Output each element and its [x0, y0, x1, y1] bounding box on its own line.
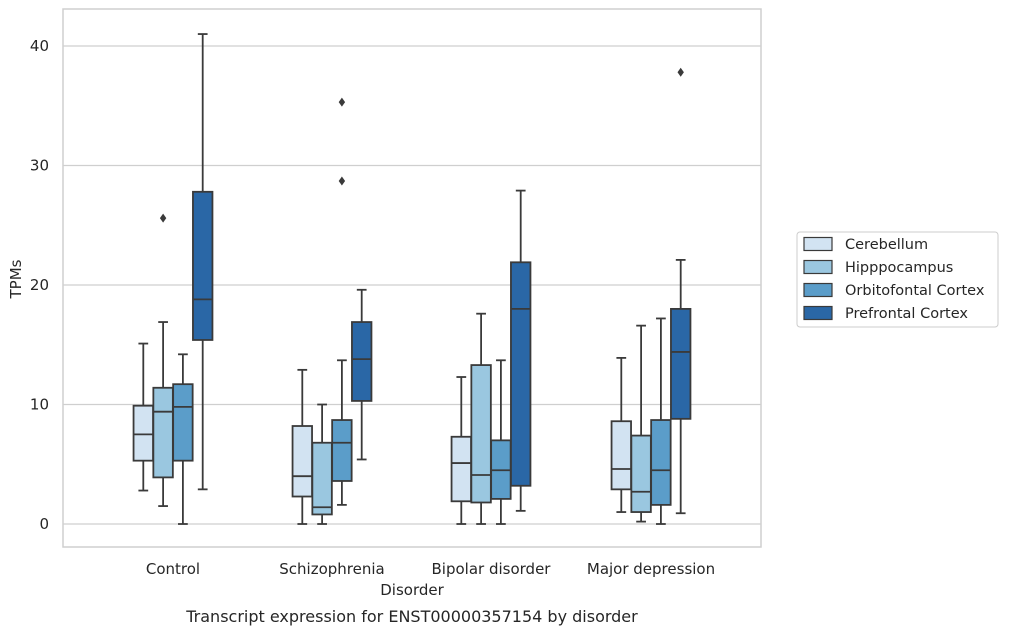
box-hipppocampus — [470, 312, 492, 525]
outlier-point — [338, 97, 346, 107]
legend: Cerebellum Hipppocampus Orbitofontal Corte… — [796, 231, 999, 328]
box-cerebellum — [291, 368, 313, 525]
legend-frame — [796, 231, 999, 328]
plot-frame — [62, 8, 762, 548]
box-prefrontal-cortex — [670, 67, 692, 515]
x-tick-label: Schizophrenia — [279, 560, 384, 578]
box-iqr — [192, 190, 214, 341]
legend-swatch — [803, 236, 833, 252]
box-orbitofontal-cortex — [650, 317, 672, 525]
box-iqr — [132, 404, 154, 462]
box-iqr — [331, 419, 353, 482]
box-iqr — [172, 383, 194, 462]
y-tick-label: 40 — [30, 37, 49, 55]
legend-item: Orbitofontal Cortex — [803, 282, 985, 299]
box-cerebellum — [610, 356, 632, 513]
outlier-point — [159, 213, 167, 223]
box-prefrontal-cortex — [192, 33, 214, 491]
outlier-point — [338, 176, 346, 186]
legend-label: Cerebellum — [845, 237, 928, 253]
box-iqr — [470, 364, 492, 504]
y-tick-label: 30 — [30, 157, 49, 175]
box-iqr — [152, 386, 174, 479]
box-hipppocampus — [152, 213, 174, 507]
x-tick-label: Control — [146, 560, 200, 578]
plot-area — [132, 33, 692, 525]
legend-item: Cerebellum — [803, 236, 928, 253]
chart-caption: Transcript expression for ENST0000035715… — [185, 607, 638, 626]
legend-item: Prefrontal Cortex — [803, 305, 968, 322]
box-iqr — [510, 261, 532, 487]
legend-swatch — [803, 282, 833, 298]
box-hipppocampus — [311, 403, 333, 525]
box-prefrontal-cortex — [351, 288, 373, 461]
box-iqr — [311, 441, 333, 516]
box-iqr — [650, 419, 672, 506]
y-axis-title: TPMs — [7, 259, 25, 299]
outlier-point — [677, 67, 684, 77]
box-iqr — [351, 321, 373, 402]
box-iqr — [450, 435, 472, 503]
box-orbitofontal-cortex — [331, 97, 353, 506]
x-tick-label: Bipolar disorder — [432, 560, 552, 578]
x-axis-title: Disorder — [380, 581, 444, 599]
box-iqr — [291, 425, 313, 498]
box-orbitofontal-cortex — [172, 353, 194, 525]
box-hipppocampus — [630, 324, 652, 523]
box-cerebellum — [132, 342, 154, 492]
legend-label: Prefrontal Cortex — [845, 306, 968, 322]
legend-label: Orbitofontal Cortex — [845, 283, 985, 299]
box-iqr — [630, 434, 652, 513]
y-tick-label: 10 — [30, 396, 49, 414]
box-cerebellum — [450, 376, 472, 525]
legend-swatch — [803, 305, 833, 321]
box-orbitofontal-cortex — [490, 359, 512, 525]
legend-item: Hipppocampus — [803, 259, 953, 276]
legend-swatch — [803, 259, 833, 275]
box-prefrontal-cortex — [510, 189, 532, 512]
box-iqr — [610, 420, 632, 491]
x-tick-labels: Control Schizophrenia Bipolar disorder Majo… — [146, 560, 715, 578]
legend-label: Hipppocampus — [845, 260, 953, 276]
x-tick-label: Major depression — [587, 560, 715, 578]
y-tick-label: 0 — [39, 515, 49, 533]
y-tick-labels: 0 10 20 30 40 — [30, 37, 49, 533]
box-iqr — [670, 307, 692, 420]
y-tick-label: 20 — [30, 276, 49, 294]
